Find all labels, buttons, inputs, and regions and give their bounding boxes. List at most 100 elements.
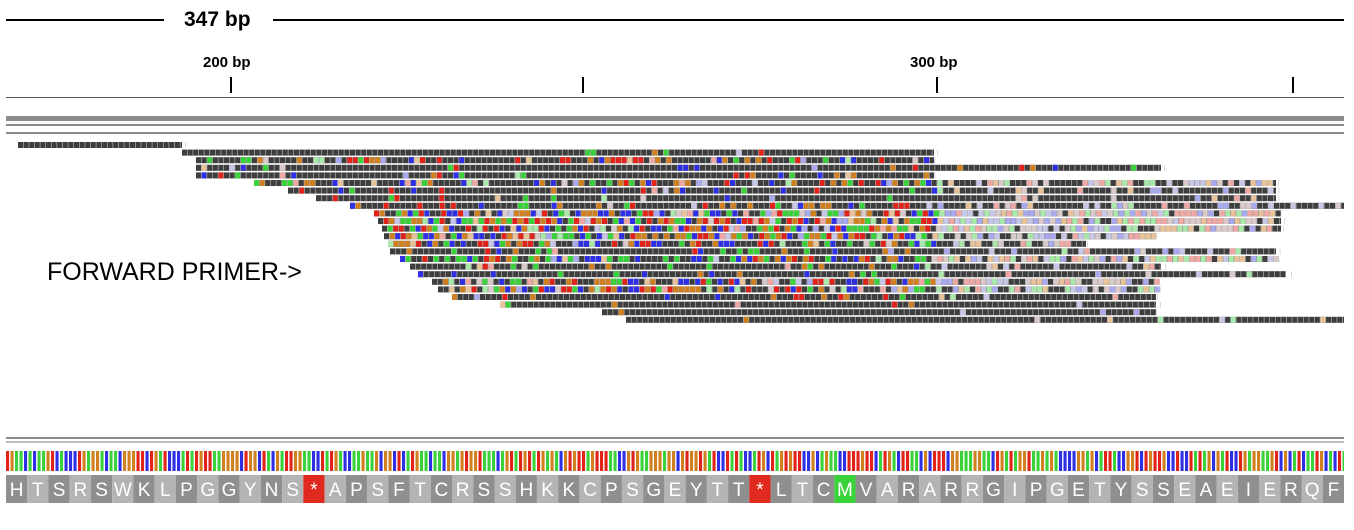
reference-base xyxy=(1167,451,1171,471)
read-row[interactable] xyxy=(602,309,1157,316)
amino-acid-cell xyxy=(239,475,261,503)
reference-base xyxy=(856,451,860,471)
reference-base xyxy=(937,451,941,471)
reference-base xyxy=(510,451,514,471)
read-row[interactable] xyxy=(182,149,938,156)
read-row[interactable] xyxy=(254,180,1279,186)
read-row[interactable] xyxy=(388,240,1088,247)
reference-base xyxy=(6,451,10,471)
amino-acid-cell xyxy=(621,475,644,503)
read-row[interactable] xyxy=(432,278,1160,285)
read-row[interactable] xyxy=(418,271,1292,278)
reference-base xyxy=(924,451,928,471)
read-row[interactable] xyxy=(350,202,1344,209)
reference-base xyxy=(276,451,280,471)
reference-base xyxy=(618,451,622,471)
amino-acid-cell xyxy=(1301,475,1323,503)
reference-base xyxy=(1234,451,1238,471)
reference-base xyxy=(226,451,230,471)
reference-base xyxy=(1207,451,1211,471)
sequence-separator xyxy=(6,437,1344,443)
reference-base xyxy=(1077,451,1081,471)
amino-acid-cell xyxy=(90,475,113,503)
amino-acid-cell xyxy=(345,475,368,503)
reference-base xyxy=(181,451,185,471)
amino-acid-letter: W xyxy=(114,480,132,501)
read-row[interactable] xyxy=(18,142,186,148)
read-row[interactable] xyxy=(410,263,1166,270)
read-row[interactable] xyxy=(196,157,936,164)
reference-base xyxy=(1320,451,1324,471)
forward-primer-annotation: FORWARD PRIMER-> xyxy=(47,258,302,286)
read-row[interactable] xyxy=(378,218,1286,224)
read-row[interactable] xyxy=(400,256,1280,262)
amino-acid-letter: E xyxy=(669,480,682,501)
read-row[interactable] xyxy=(196,164,1165,171)
reference-base xyxy=(15,451,19,471)
reference-base xyxy=(1297,451,1301,471)
reference-base xyxy=(343,451,347,471)
read-row[interactable] xyxy=(288,187,1280,194)
read-row[interactable] xyxy=(390,248,1281,255)
reference-base xyxy=(753,451,757,471)
reference-base xyxy=(199,451,203,471)
amino-acid-cell xyxy=(133,475,155,503)
reference-base xyxy=(762,451,766,471)
reference-base xyxy=(1342,451,1344,471)
reference-base xyxy=(1221,451,1225,471)
amino-acid-cell xyxy=(69,475,91,503)
reference-base xyxy=(1086,451,1090,471)
read-row[interactable] xyxy=(382,225,1284,232)
read-row[interactable] xyxy=(316,195,1280,202)
reference-base xyxy=(465,451,469,471)
reference-base xyxy=(492,451,496,471)
amino-acid-cell xyxy=(770,475,792,503)
amino-acid-letter: R xyxy=(73,480,87,501)
read-row[interactable] xyxy=(384,233,1157,240)
amino-acid-letter: E xyxy=(1178,480,1191,501)
reference-base xyxy=(136,451,140,471)
amino-acid-letter: T xyxy=(712,480,724,501)
reference-base xyxy=(1230,451,1234,471)
reference-base xyxy=(694,451,698,471)
read-row[interactable] xyxy=(374,210,1282,217)
reference-base xyxy=(271,451,275,471)
amino-acid-cell xyxy=(749,475,771,503)
reference-base xyxy=(145,451,149,471)
read-row[interactable] xyxy=(500,301,1161,308)
reference-base xyxy=(10,451,14,471)
reference-base xyxy=(1257,451,1261,471)
reference-base xyxy=(501,451,505,471)
amino-acid-cell xyxy=(112,475,134,503)
read-row[interactable] xyxy=(452,294,1158,300)
amino-acid-cell xyxy=(409,475,431,503)
reference-base xyxy=(915,451,919,471)
amino-acid-translation-track[interactable]: H T S R S W K L P G G Y N S * A P S F T C R S S H K K C P S G E Y T T * L T C M… xyxy=(6,475,1344,503)
reference-base xyxy=(775,451,779,471)
amino-acid-letter: S xyxy=(626,480,639,501)
reference-base xyxy=(496,451,500,471)
reference-base xyxy=(1041,451,1045,471)
reference-base xyxy=(1045,451,1049,471)
reference-base xyxy=(298,451,302,471)
reference-base xyxy=(307,451,311,471)
reference-base xyxy=(1135,451,1139,471)
reference-base xyxy=(505,451,509,471)
reference-base xyxy=(1068,451,1072,471)
read-row[interactable] xyxy=(626,316,1344,323)
amino-acid-letter: R xyxy=(944,480,958,501)
reference-base xyxy=(424,451,428,471)
read-row[interactable] xyxy=(196,172,936,179)
reference-base xyxy=(127,451,131,471)
reference-sequence-track[interactable] xyxy=(6,451,1344,471)
reference-base xyxy=(1000,451,1004,471)
alignment-reads-panel[interactable] xyxy=(6,140,1344,435)
amino-acid-letter: P xyxy=(1030,480,1043,501)
reference-base xyxy=(321,451,325,471)
reference-base xyxy=(123,451,127,471)
reference-base xyxy=(874,451,878,471)
amino-acid-cell xyxy=(452,475,474,503)
reference-base xyxy=(244,451,248,471)
reference-base xyxy=(1306,451,1310,471)
read-row[interactable] xyxy=(438,286,1161,293)
